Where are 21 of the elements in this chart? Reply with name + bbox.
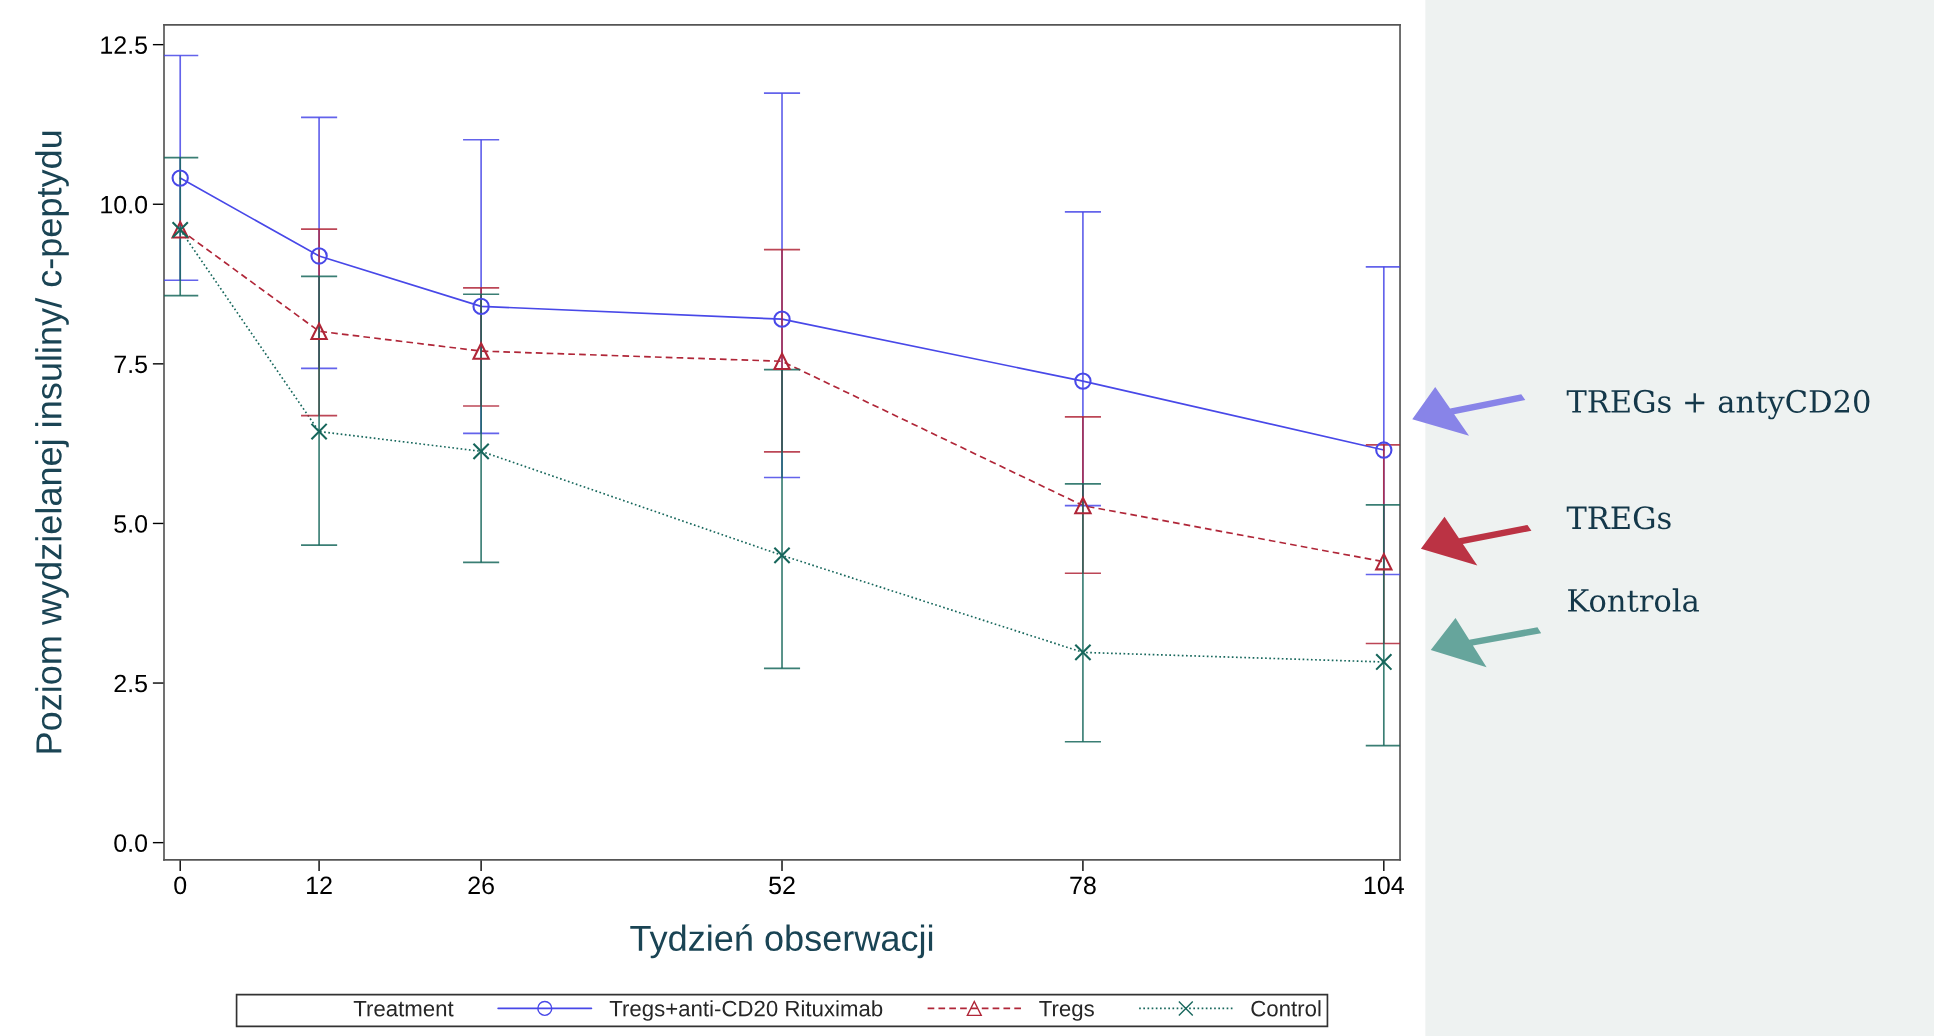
y-tick-label: 12.5 bbox=[101, 36, 147, 54]
y-tick-label: 5.0 bbox=[114, 515, 148, 533]
legend-label: Control bbox=[1251, 1000, 1321, 1017]
text: TREGs bbox=[1566, 506, 1671, 530]
y-axis-title: Poziom wydzielanej insuliny/ c-peptydu bbox=[35, 131, 69, 753]
text: TREGs + antyCD20 bbox=[1566, 389, 1870, 420]
x-tick-label: 26 bbox=[468, 876, 494, 895]
x-tick-label: 52 bbox=[769, 876, 795, 895]
x-tick-label: 12 bbox=[307, 876, 332, 894]
y-tick-label: 7.5 bbox=[114, 355, 147, 374]
y-tick-label: 10.0 bbox=[101, 195, 148, 214]
legend-label: Tregs bbox=[1039, 1000, 1094, 1021]
legend-title: Treatment bbox=[353, 1000, 454, 1017]
x-tick-label: 78 bbox=[1070, 876, 1096, 895]
y-tick-label: 2.5 bbox=[114, 674, 147, 693]
x-tick-label: 104 bbox=[1364, 876, 1404, 895]
x-tick-label: 0 bbox=[174, 876, 187, 895]
y-tick-label: 0.0 bbox=[114, 834, 148, 852]
text: Kontrola bbox=[1568, 588, 1699, 612]
legend-label: Tregs+anti-CD20 Rituximab bbox=[609, 1000, 883, 1021]
x-axis-title: Tydzień obserwacji bbox=[630, 924, 933, 959]
